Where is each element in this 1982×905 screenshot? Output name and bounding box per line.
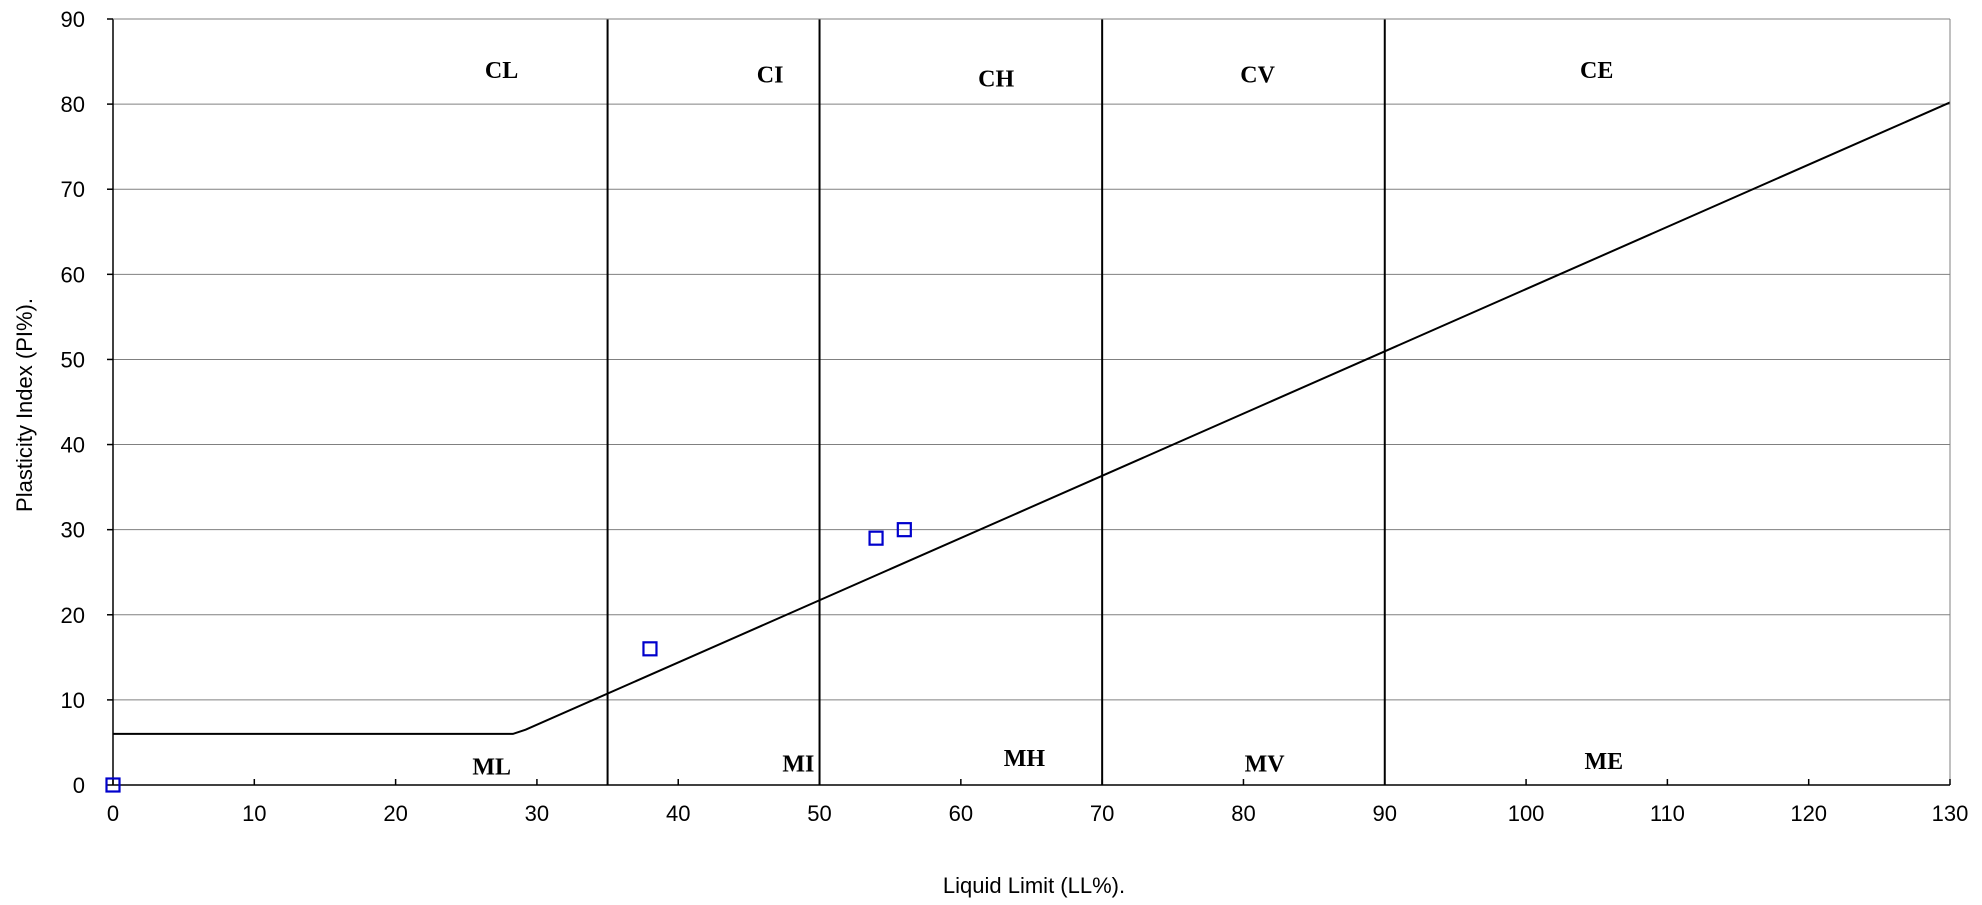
zone-label-mi: MI <box>782 752 814 778</box>
zone-label-ch: CH <box>978 67 1014 93</box>
y-tick-label-10: 10 <box>61 688 85 713</box>
zone-label-cl: CL <box>485 58 518 84</box>
x-axis-title: Liquid Limit (LL%). <box>943 873 1125 898</box>
y-tick-label-50: 50 <box>61 347 85 372</box>
zone-label-ci: CI <box>757 62 784 88</box>
x-tick-label-40: 40 <box>666 801 690 826</box>
zone-label-mv: MV <box>1245 752 1286 778</box>
data-point-2 <box>643 642 656 655</box>
x-tick-label-100: 100 <box>1508 801 1545 826</box>
grid-lines <box>113 19 1950 700</box>
x-tick-label-30: 30 <box>525 801 549 826</box>
x-tick-label-120: 120 <box>1790 801 1827 826</box>
y-tick-label-80: 80 <box>61 92 85 117</box>
x-tick-label-80: 80 <box>1231 801 1255 826</box>
y-tick-label-60: 60 <box>61 262 85 287</box>
y-tick-label-30: 30 <box>61 518 85 543</box>
y-tick-labels: 0 10 20 30 40 50 60 70 80 90 <box>61 7 85 798</box>
zone-labels: CL CI CH CV CE ML MI MH MV ME <box>472 58 1623 780</box>
x-tick-labels: 0 10 20 30 40 50 60 70 80 90 100 110 120 130 <box>107 801 1968 826</box>
zone-label-ml: ML <box>472 754 511 780</box>
y-tick-label-20: 20 <box>61 603 85 628</box>
y-tick-label-0: 0 <box>73 773 85 798</box>
data-point-3 <box>870 532 883 545</box>
x-tick-label-50: 50 <box>807 801 831 826</box>
y-axis-title: Plasticity Index (PI%). <box>12 298 37 512</box>
zone-label-cv: CV <box>1240 62 1275 88</box>
zone-label-me: ME <box>1584 749 1623 775</box>
x-tick-label-20: 20 <box>383 801 407 826</box>
axes <box>107 19 1950 785</box>
a-line-path <box>113 102 1950 734</box>
x-tick-label-130: 130 <box>1932 801 1969 826</box>
zone-label-ce: CE <box>1580 58 1613 84</box>
x-tick-label-70: 70 <box>1090 801 1114 826</box>
y-tick-label-90: 90 <box>61 7 85 32</box>
x-tick-label-110: 110 <box>1650 801 1685 826</box>
zone-label-mh: MH <box>1004 746 1046 772</box>
x-tick-label-10: 10 <box>242 801 266 826</box>
y-tick-label-70: 70 <box>61 177 85 202</box>
x-tick-label-60: 60 <box>949 801 973 826</box>
x-tick-label-0: 0 <box>107 801 119 826</box>
a-line <box>113 102 1950 734</box>
x-tick-label-90: 90 <box>1373 801 1397 826</box>
y-tick-label-40: 40 <box>61 433 85 458</box>
